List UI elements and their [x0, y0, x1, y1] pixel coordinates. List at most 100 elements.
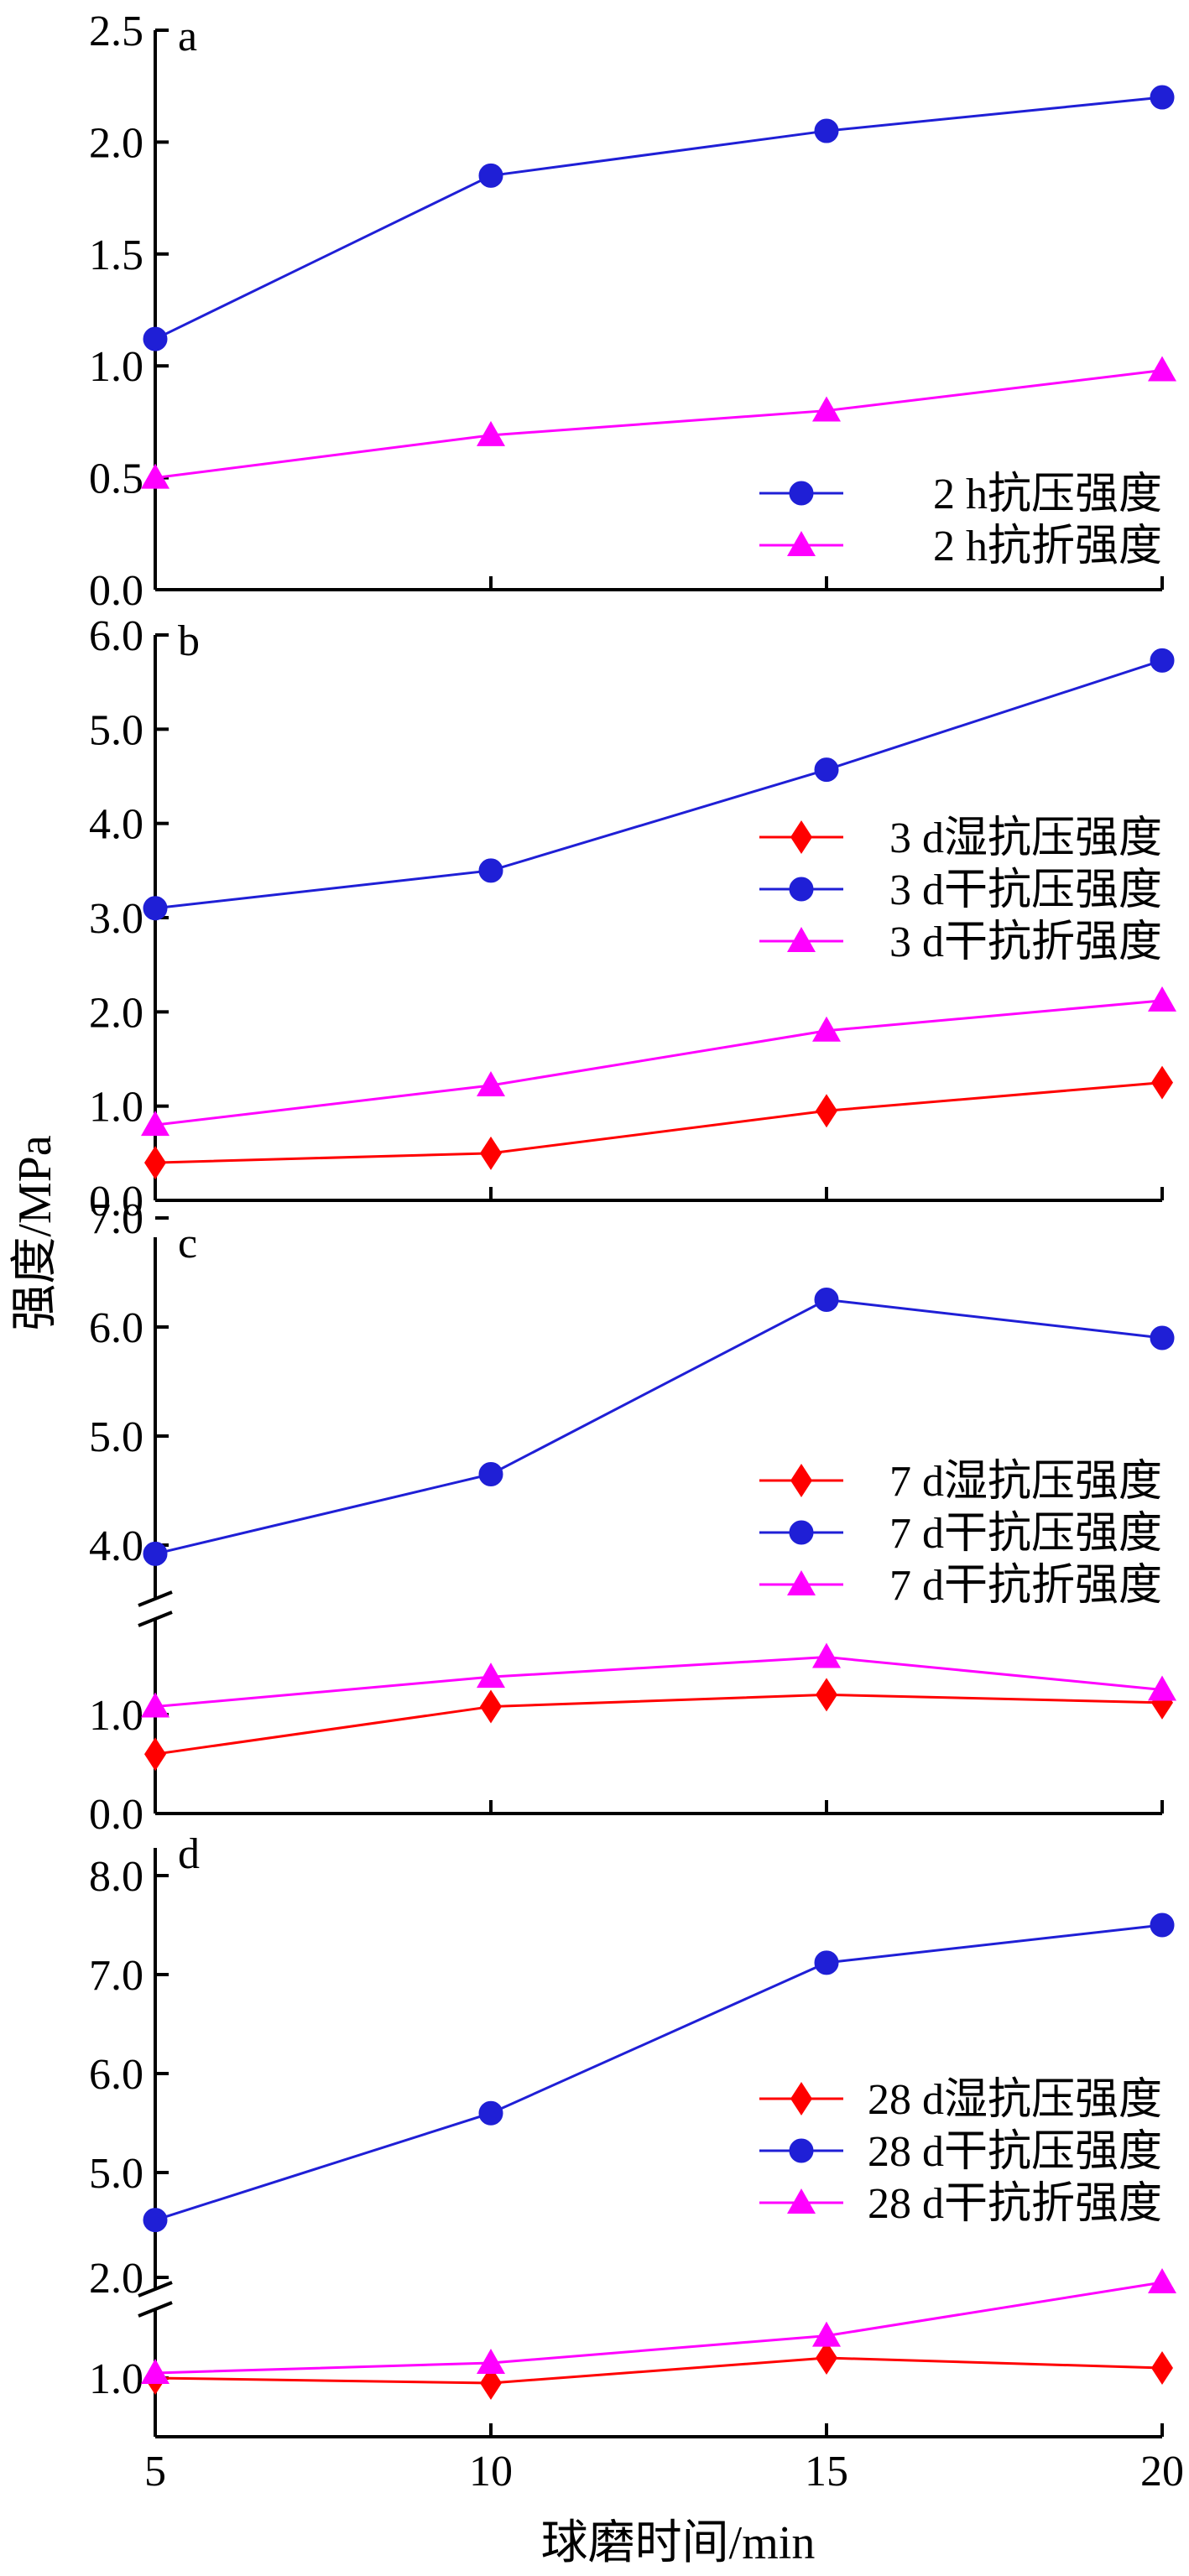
panel-b-data-point: [143, 896, 168, 921]
panel-a-legend-label: 2 h抗压强度: [933, 471, 1162, 518]
panel-c-data-point: [143, 1541, 168, 1566]
panel-a-legend-marker: [789, 481, 814, 506]
panel-d-y-tick-label: 5.0: [89, 2150, 143, 2198]
panel-c-data-point: [478, 1462, 503, 1486]
panel-b-data-point: [1151, 1065, 1173, 1100]
panel-a-label: a: [178, 13, 197, 60]
panel-d-data-point: [812, 2321, 841, 2347]
panel-d-axis-break-mark-2: [138, 2301, 173, 2318]
panel-b-series-line: [154, 1081, 1163, 1164]
x-tick-label: 10: [469, 2448, 513, 2495]
panel-b-y-tick-label: 5.0: [89, 706, 143, 754]
panel-d-series-line: [154, 2281, 1163, 2375]
panel-c-data-point: [816, 1678, 837, 1712]
panel-c-label: c: [178, 1220, 197, 1267]
panel-a-data-point: [812, 396, 841, 422]
x-tick-label: 20: [1140, 2448, 1184, 2495]
panel-b-y-tick-label: 1.0: [89, 1084, 143, 1132]
panel-d-legend-marker: [787, 2188, 816, 2214]
panel-a-data-point: [477, 420, 505, 446]
panel-b-y-tick-label: 2.0: [89, 989, 143, 1037]
panel-c-y-tick-label: 0.0: [89, 1791, 143, 1839]
x-tick-label: 15: [805, 2448, 848, 2495]
x-tick-label: 5: [144, 2448, 166, 2495]
panel-d-y-tick-label: 1.0: [89, 2355, 143, 2403]
panel-a-y-tick-label: 0.5: [89, 455, 143, 503]
panel-b-legend-label: 3 d干抗压强度: [889, 866, 1162, 914]
panel-a-y-tick-label: 1.5: [89, 232, 143, 279]
panel-c-data-point: [144, 1737, 166, 1772]
panel-b-data-point: [480, 1136, 502, 1170]
panel-d-y-tick-label: 7.0: [89, 1952, 143, 2000]
panel-b-data-point: [141, 1111, 169, 1137]
panel-b-legend-label: 3 d干抗折强度: [889, 919, 1162, 966]
panel-d-legend-label: 28 d干抗折强度: [868, 2180, 1162, 2228]
panel-b-data-point: [144, 1146, 166, 1180]
panel-c-legend-label: 7 d干抗折强度: [889, 1562, 1162, 1610]
panel-c-y-tick-label: 5.0: [89, 1413, 143, 1461]
panel-b-legend-marker: [787, 927, 816, 952]
panel-d-data-point: [478, 2100, 503, 2126]
panel-c-legend-label: 7 d湿抗压强度: [889, 1458, 1162, 1506]
panel-b-series-line: [154, 999, 1163, 1127]
panel-c-y-tick-label: 7.0: [89, 1195, 143, 1243]
panel-a-y-tick-label: 2.5: [89, 8, 143, 55]
panel-a-y-tick-label: 0.0: [89, 567, 143, 615]
panel-b-y-tick-label: 6.0: [89, 612, 143, 660]
panel-d-legend-label: 28 d干抗压强度: [868, 2128, 1162, 2176]
panel-c-data-point: [480, 1689, 502, 1724]
panel-a-series-line: [154, 96, 1163, 341]
panel-c-legend-marker: [790, 1464, 812, 1497]
panel-c-data-point: [141, 1692, 169, 1718]
panel-c-series-line: [154, 1656, 1163, 1709]
panel-b-data-point: [812, 1016, 841, 1042]
panel-a-legend-label: 2 h抗折强度: [933, 523, 1162, 570]
panel-b-data-point: [1148, 986, 1176, 1012]
panel-a-data-point: [478, 163, 503, 188]
panel-b-legend-label: 3 d湿抗压强度: [889, 814, 1162, 862]
panel-d-data-point: [143, 2208, 168, 2233]
panel-d-data-point: [816, 2341, 837, 2375]
panel-d-data-point: [1148, 2268, 1176, 2293]
panel-d-data-point: [477, 2349, 505, 2374]
panel-b-data-point: [1150, 648, 1175, 673]
panel-c-y-tick-label: 1.0: [89, 1692, 143, 1740]
panel-b-series-line: [154, 658, 1163, 910]
panel-a-data-point: [1150, 85, 1175, 110]
panel-a-series-line: [154, 369, 1163, 480]
panel-d-y-tick-label: 2.0: [89, 2255, 143, 2303]
panel-d-axis-break-mark-1: [138, 2281, 173, 2298]
panel-b-y-tick-label: 3.0: [89, 895, 143, 943]
panel-a-y-tick-label: 2.0: [89, 119, 143, 167]
panel-c-series-line: [154, 1693, 1163, 1756]
panel-b-y-tick-label: 4.0: [89, 801, 143, 849]
panel-c-legend-label: 7 d干抗压强度: [889, 1510, 1162, 1558]
panel-d-data-point: [141, 2359, 169, 2384]
panel-b-data-point: [814, 757, 839, 783]
panel-c-series-line: [154, 1298, 1163, 1555]
panel-d-data-point: [480, 2366, 502, 2400]
panel-d-label: d: [178, 1830, 200, 1878]
panel-d-legend-marker: [790, 2082, 812, 2115]
panel-d-data-point: [1150, 1912, 1175, 1938]
panel-d-legend-marker: [789, 2138, 814, 2163]
panel-d-data-point: [814, 1950, 839, 1975]
panel-a-data-point: [814, 118, 839, 143]
panel-c-axis-break-mark-1: [138, 1590, 173, 1607]
panel-c-data-point: [1150, 1325, 1175, 1350]
panel-a-data-point: [1148, 356, 1176, 382]
panel-c-legend-marker: [789, 1520, 814, 1545]
panel-c-data-point: [812, 1642, 841, 1668]
panel-d-data-point: [1151, 2351, 1173, 2385]
panel-c-y-tick-label: 4.0: [89, 1522, 143, 1570]
panel-b-y-tick-label: 0.0: [89, 1178, 143, 1226]
panel-c-legend-marker: [787, 1570, 816, 1595]
panel-b-data-point: [816, 1094, 837, 1128]
panel-a-data-point: [141, 463, 169, 489]
panel-d-series-line: [154, 1923, 1163, 2222]
x-axis-title: 球磨时间/min: [541, 2517, 816, 2569]
panel-a-data-point: [143, 326, 168, 351]
panel-d-series-line: [154, 2356, 1163, 2385]
